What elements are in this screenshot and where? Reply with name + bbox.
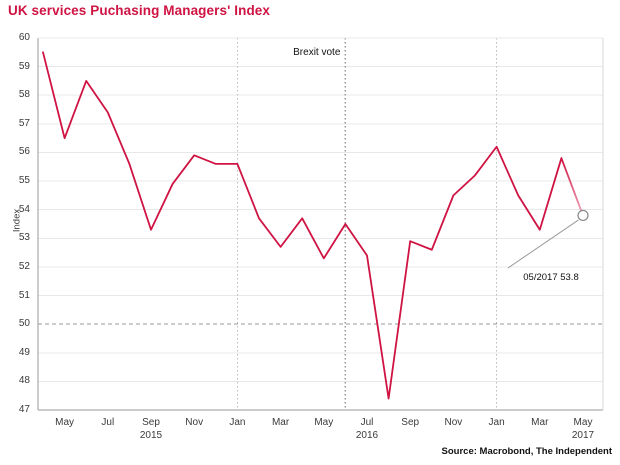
y-axis-tick: 55	[18, 175, 30, 187]
x-axis-tick: May	[573, 417, 593, 428]
x-axis-tick: Jul	[360, 417, 374, 428]
series-line-final-segment	[560, 157, 584, 217]
x-axis-tick: Nov	[185, 417, 204, 428]
y-axis-tick: 59	[18, 60, 30, 72]
x-axis-tick: Jan	[229, 417, 246, 428]
y-axis-tick: 52	[18, 260, 30, 272]
y-axis-tick: 54	[18, 203, 30, 215]
x-axis-tick: Sep	[142, 417, 160, 428]
y-axis-tick: 56	[18, 146, 30, 158]
x-axis-year-label: 2016	[355, 430, 379, 441]
y-axis-tick: 58	[18, 89, 30, 101]
brexit-vote-annotation: Brexit vote	[293, 47, 341, 58]
last-point-marker	[577, 209, 589, 222]
y-axis-tick: 47	[18, 404, 30, 415]
x-axis-tick: Jul	[101, 417, 115, 428]
x-axis-tick: Sep	[401, 417, 420, 428]
y-axis-tick-group: 60 59 58 57 56 55 54 53 52 51 50 49 48 47	[4, 0, 30, 465]
y-axis-tick: 51	[18, 289, 30, 301]
annotation-leader-line	[507, 219, 579, 269]
x-axis-tick: Jan	[488, 417, 505, 428]
chart-title: UK services Puchasing Managers' Index	[8, 3, 271, 18]
x-axis-year-label: 2017	[571, 430, 595, 441]
x-axis-tick: Mar	[531, 417, 549, 428]
x-axis-tick: May	[314, 417, 334, 428]
x-axis-tick: Nov	[444, 417, 463, 428]
last-point-annotation: 05/2017 53.8	[523, 272, 579, 283]
y-axis-tick: 48	[18, 375, 30, 387]
y-axis-tick: 53	[18, 232, 30, 244]
x-axis-tick: Mar	[271, 417, 290, 428]
y-axis-tick: 57	[18, 117, 30, 129]
y-axis-tick: 60	[18, 32, 30, 43]
y-axis-tick: 49	[18, 346, 30, 358]
x-axis-tick: May	[55, 417, 75, 428]
plot-background	[38, 38, 603, 410]
x-axis-year-label: 2015	[139, 430, 163, 441]
y-axis-tick: 50	[18, 318, 30, 330]
chart-source-note: Source: Macrobond, The Independent	[441, 446, 612, 457]
series-line	[42, 51, 563, 400]
